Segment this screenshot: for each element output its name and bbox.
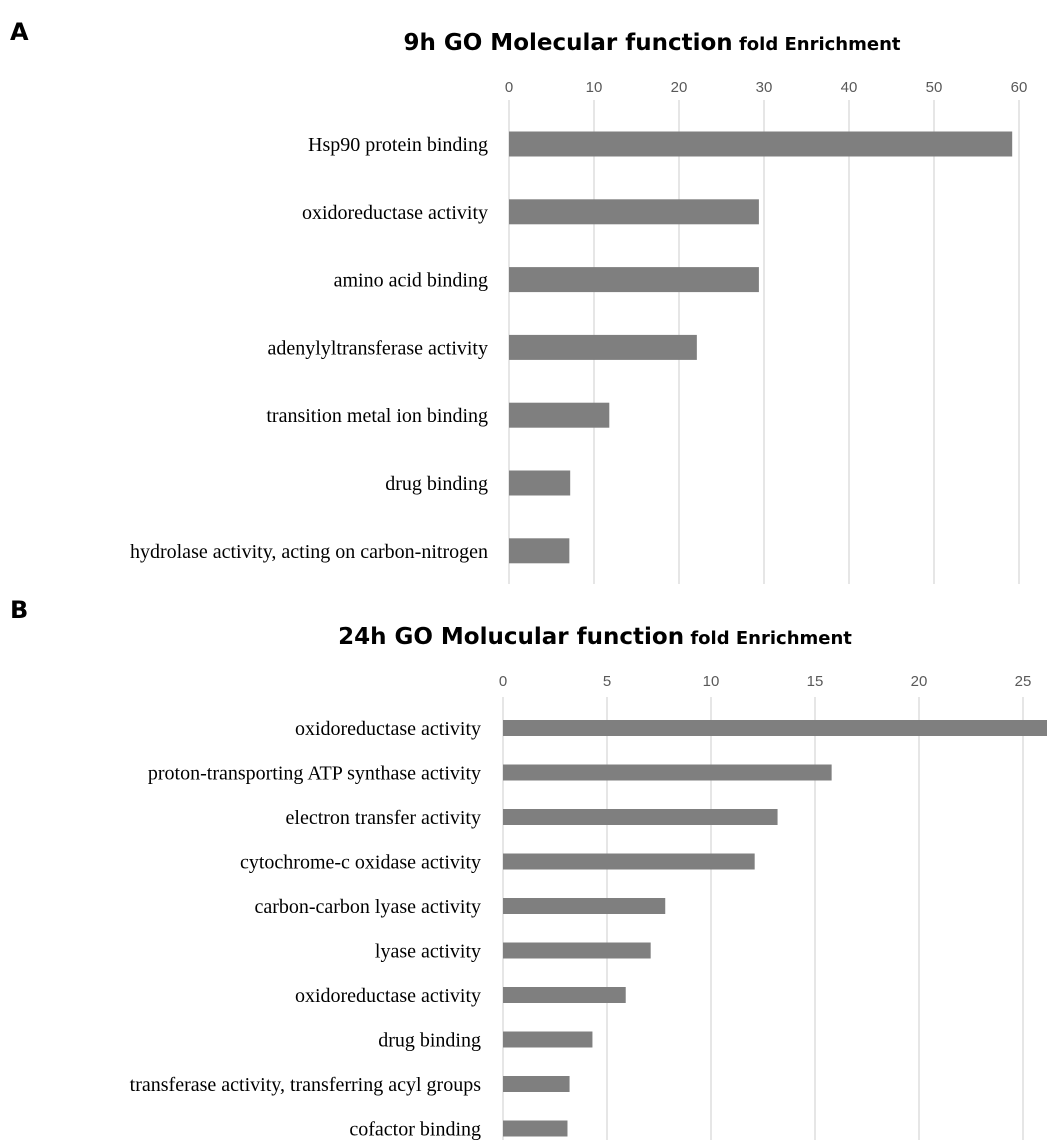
panel-b-letter: B xyxy=(10,596,28,624)
bar-b-5 xyxy=(503,942,651,959)
panel-b-title-main: 24h GO Molucular function xyxy=(338,624,684,650)
category-label-a-2: amino acid binding xyxy=(334,270,488,292)
tick-label-a-0: 0 xyxy=(505,79,513,96)
panel-b-title-sub: fold Enrichment xyxy=(684,628,852,649)
bar-a-6 xyxy=(509,538,570,564)
bar-b-7 xyxy=(503,1031,593,1048)
panel-b: B 24h GO Molucular function fold Enrichm… xyxy=(10,596,1047,1140)
panel-b-title: 24h GO Molucular function fold Enrichmen… xyxy=(338,624,852,650)
category-label-b-1: proton-transporting ATP synthase activit… xyxy=(148,763,481,785)
panel-a-title: 9h GO Molecular function fold Enrichment xyxy=(403,30,900,56)
tick-label-a-6: 60 xyxy=(1011,79,1028,96)
category-label-b-5: lyase activity xyxy=(375,941,481,963)
bar-a-4 xyxy=(509,402,610,428)
tick-label-a-1: 10 xyxy=(586,79,603,96)
bar-a-3 xyxy=(509,334,697,360)
category-label-a-1: oxidoreductase activity xyxy=(302,202,488,224)
category-label-a-4: transition metal ion binding xyxy=(266,405,488,427)
chart-a: 0 10 20 30 40 50 60 Hsp90 protein binding oxidor… xyxy=(130,79,1027,584)
category-label-a-3: adenylyltransferase activity xyxy=(268,337,488,359)
category-label-b-2: electron transfer activity xyxy=(286,807,481,829)
bar-a-2 xyxy=(509,267,759,293)
bar-b-0 xyxy=(503,720,1047,736)
bar-a-5 xyxy=(509,470,571,496)
category-label-a-0: Hsp90 protein binding xyxy=(308,134,488,156)
bar-b-3 xyxy=(503,853,755,870)
chart-b: 0 5 10 15 20 25 oxidoreductase activity proton-… xyxy=(130,673,1047,1140)
panel-a: A 9h GO Molecular function fold Enrichme… xyxy=(10,18,1027,584)
tick-label-b-5: 25 xyxy=(1015,673,1032,690)
panel-a-title-main: 9h GO Molecular function xyxy=(403,30,732,56)
category-label-b-8: transferase activity, transferring acyl … xyxy=(130,1074,482,1096)
tick-label-a-4: 40 xyxy=(841,79,858,96)
panel-a-letter: A xyxy=(10,18,29,46)
category-label-b-9: cofactor binding xyxy=(349,1119,481,1140)
bar-a-1 xyxy=(509,199,759,225)
category-label-b-0: oxidoreductase activity xyxy=(295,718,481,740)
tick-label-a-2: 20 xyxy=(671,79,688,96)
category-label-b-7: drug binding xyxy=(378,1030,481,1052)
category-label-a-5: drug binding xyxy=(385,473,488,495)
tick-label-a-5: 50 xyxy=(926,79,943,96)
bar-a-0 xyxy=(509,131,1013,157)
category-label-b-3: cytochrome-c oxidase activity xyxy=(240,852,481,874)
bar-b-9 xyxy=(503,1120,568,1137)
tick-label-b-2: 10 xyxy=(703,673,720,690)
tick-label-b-4: 20 xyxy=(911,673,928,690)
category-label-b-6: oxidoreductase activity xyxy=(295,985,481,1007)
bar-b-1 xyxy=(503,764,832,781)
tick-label-b-3: 15 xyxy=(807,673,824,690)
category-label-a-6: hydrolase activity, acting on carbon-nit… xyxy=(130,541,488,563)
bar-b-8 xyxy=(503,1076,570,1092)
tick-label-b-1: 5 xyxy=(603,673,611,690)
bar-b-6 xyxy=(503,987,626,1003)
bar-b-4 xyxy=(503,898,666,914)
tick-label-a-3: 30 xyxy=(756,79,773,96)
bar-b-2 xyxy=(503,809,778,825)
panel-a-title-sub: fold Enrichment xyxy=(733,34,901,55)
category-label-b-4: carbon-carbon lyase activity xyxy=(254,896,481,918)
tick-label-b-0: 0 xyxy=(499,673,507,690)
